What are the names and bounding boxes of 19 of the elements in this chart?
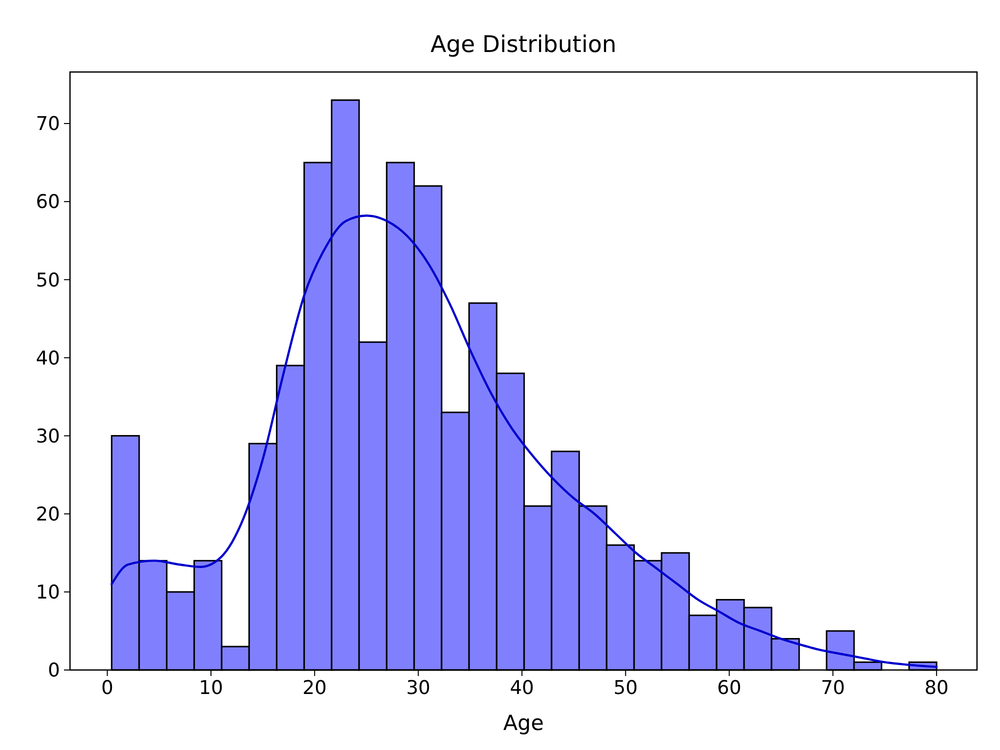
y-tick-label: 0 xyxy=(48,660,60,682)
x-tick-label: 20 xyxy=(302,677,327,699)
x-tick-label: 80 xyxy=(924,677,949,699)
x-tick-label: 0 xyxy=(101,677,114,699)
x-tick-label: 30 xyxy=(406,677,430,699)
x-tick-label: 60 xyxy=(717,677,742,699)
x-axis-title: Age xyxy=(503,711,544,735)
y-tick-label: 70 xyxy=(36,113,60,136)
y-tick-label: 60 xyxy=(36,191,60,214)
x-tick-label: 50 xyxy=(614,677,638,699)
y-tick-label: 40 xyxy=(36,347,60,370)
y-tick-label: 50 xyxy=(36,269,60,292)
chart-title: Age Distribution xyxy=(430,32,616,58)
y-tick-label: 20 xyxy=(36,504,60,526)
y-tick-label: 10 xyxy=(36,582,60,604)
x-tick-label: 40 xyxy=(510,677,534,699)
x-tick-label: 70 xyxy=(820,677,846,699)
x-tick-label: 10 xyxy=(198,677,224,699)
y-tick-label: 30 xyxy=(36,425,60,448)
